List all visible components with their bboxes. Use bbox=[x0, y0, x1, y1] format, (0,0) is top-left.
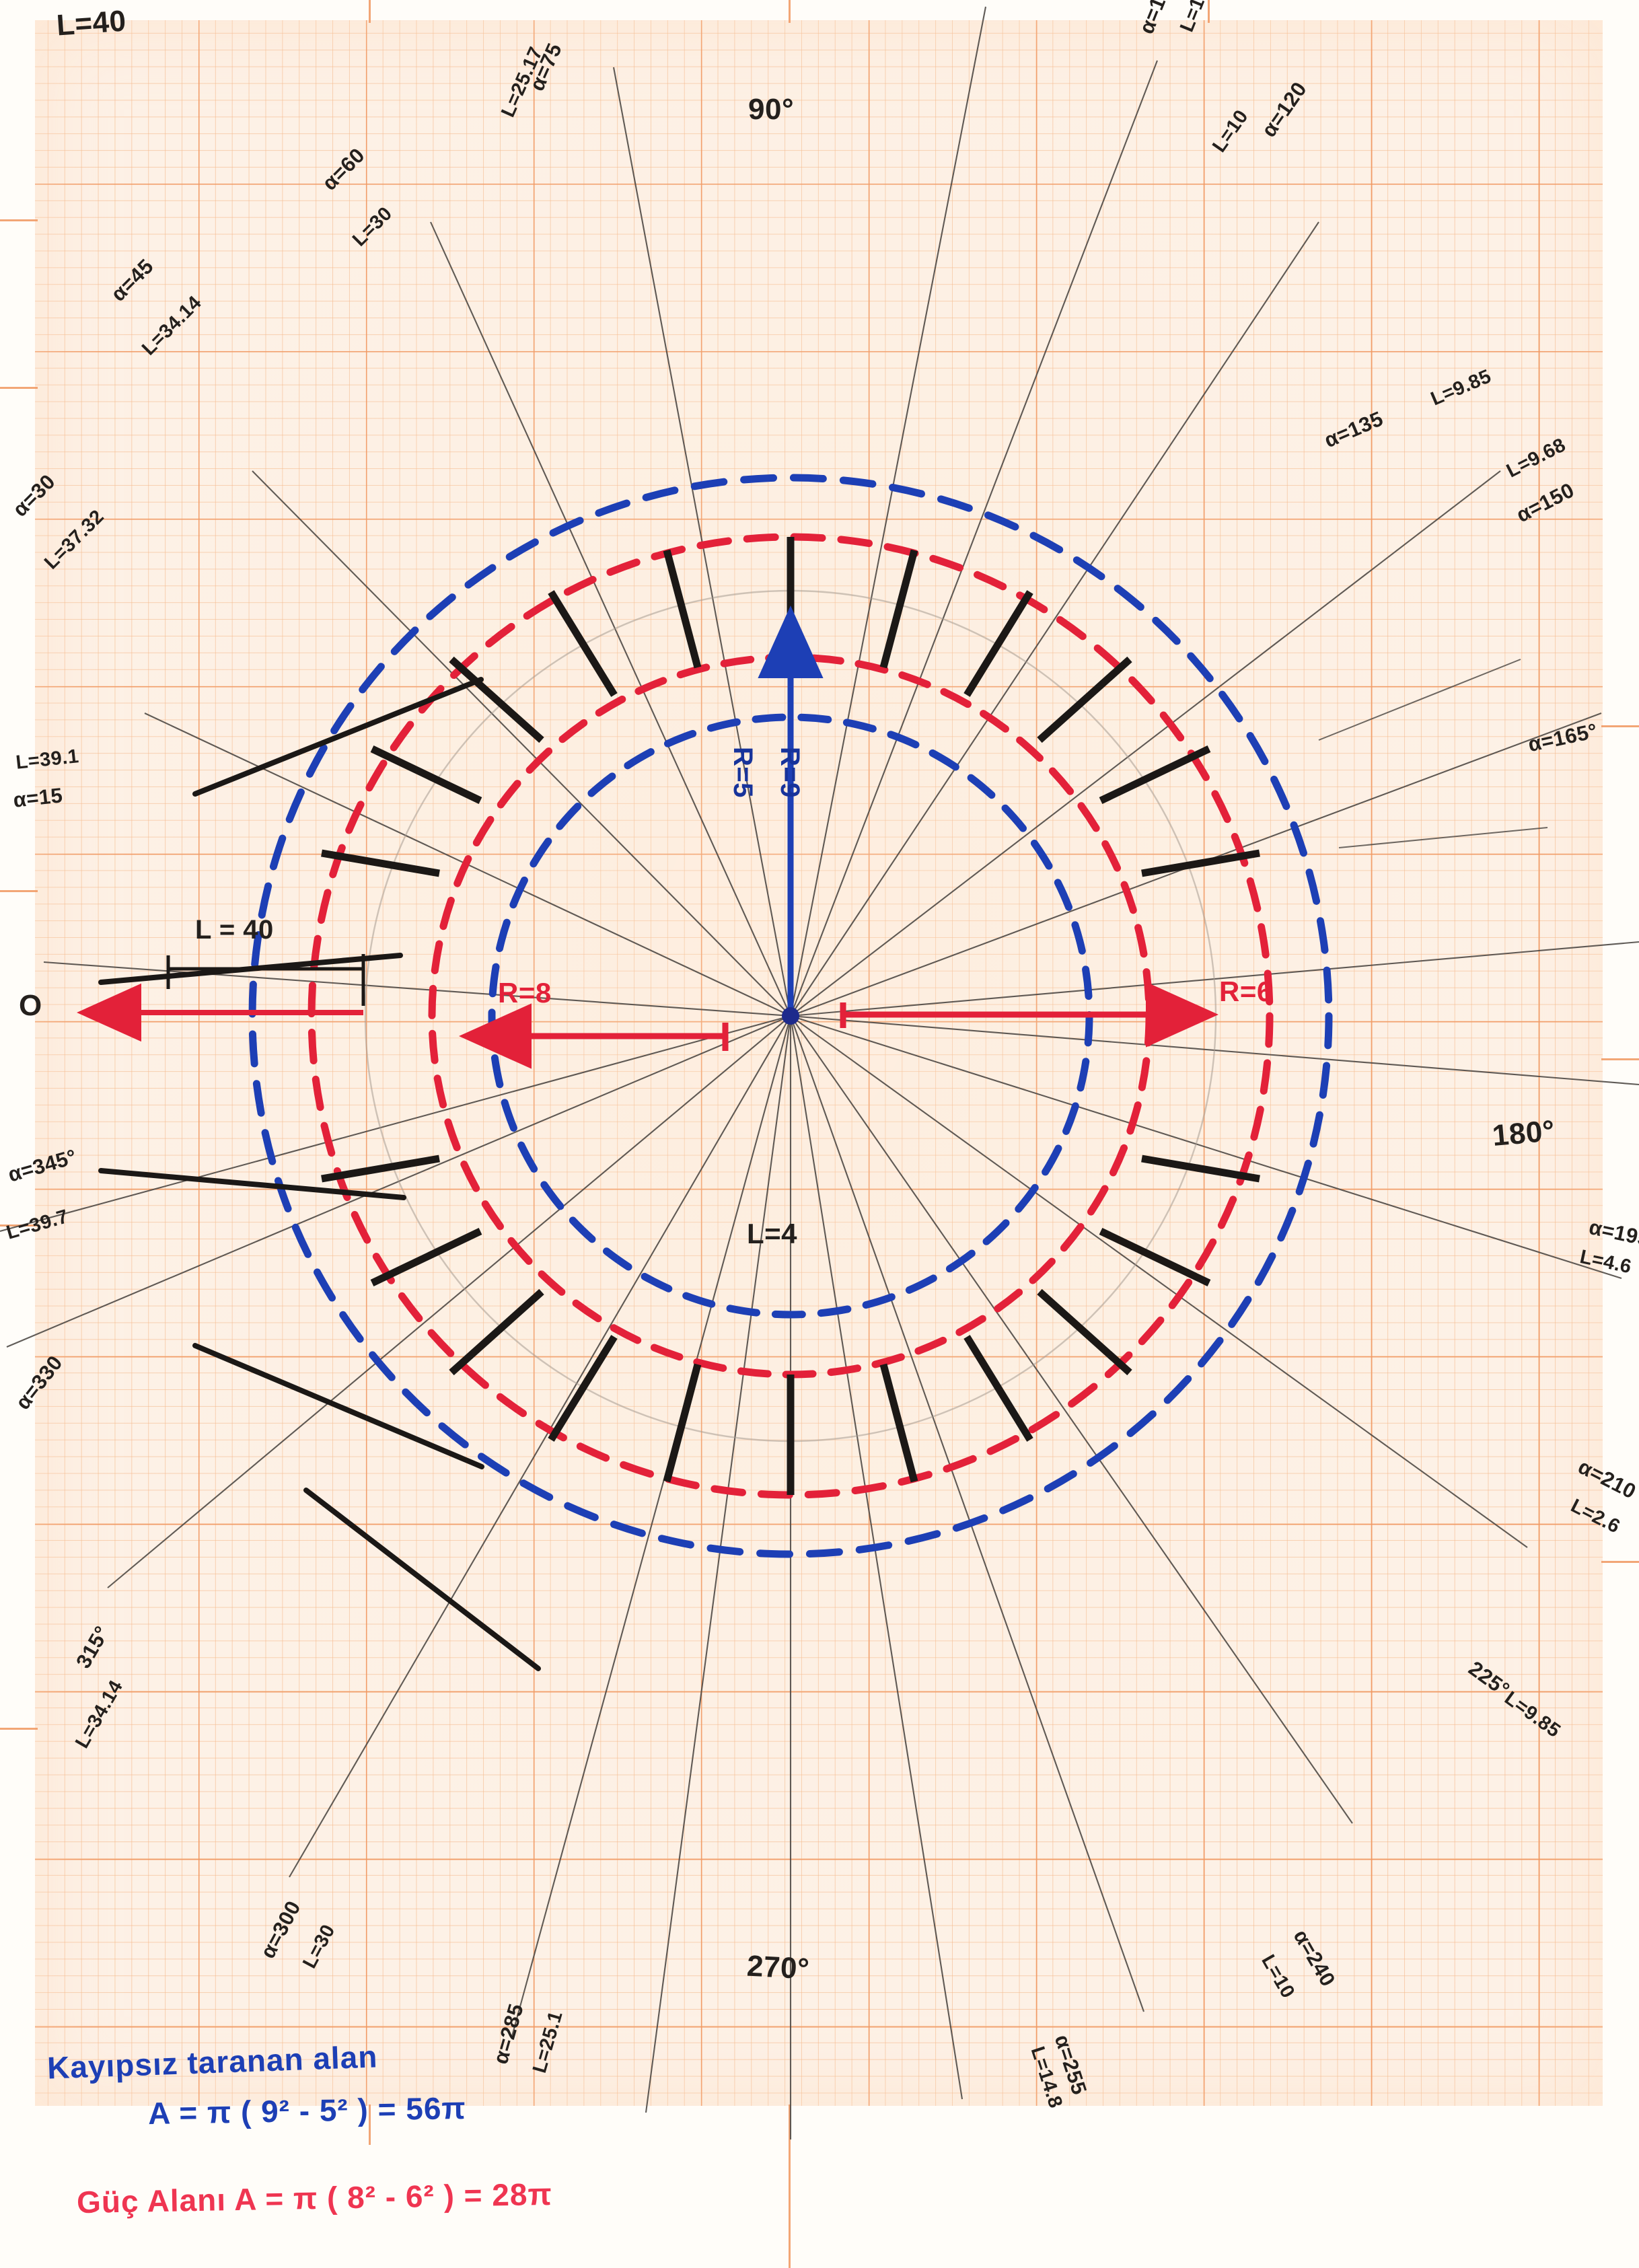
label-top-left-L40: L=40 bbox=[55, 4, 128, 42]
label-angle-90: 90° bbox=[748, 93, 795, 126]
bleed-rule-bottom-2 bbox=[789, 2105, 791, 2268]
label-span-L40: L = 40 bbox=[195, 915, 274, 945]
bleed-rule-top-3 bbox=[1208, 0, 1210, 23]
label-center-L4: L=4 bbox=[747, 1218, 798, 1249]
note-blue-formula: A = π ( 9² - 5² ) = 56π bbox=[147, 2090, 467, 2131]
bleed-rule-bottom-1 bbox=[369, 2105, 371, 2145]
outer-blue-dashed-circle bbox=[248, 474, 1333, 1558]
label-alpha-15: α=15 bbox=[12, 783, 64, 812]
label-angle-270: 270° bbox=[745, 1949, 811, 1986]
bleed-rule-right-1 bbox=[1601, 725, 1639, 727]
bleed-rule-top-2 bbox=[369, 0, 371, 23]
label-R5: R=5 bbox=[728, 747, 758, 798]
bleed-rule-left-1 bbox=[0, 219, 38, 221]
nozzle-ticks-lower bbox=[321, 1155, 1260, 1495]
bleed-rule-left-5 bbox=[0, 1728, 38, 1730]
bleed-rule-left-2 bbox=[0, 387, 38, 389]
nozzle-ticks-upper bbox=[321, 537, 1260, 877]
graph-paper-background bbox=[35, 20, 1603, 2106]
label-leader-lines bbox=[1318, 659, 1548, 848]
origin-dot bbox=[782, 1007, 799, 1025]
bleed-rule-right-2 bbox=[1601, 1058, 1639, 1060]
label-R6: R=6 bbox=[1219, 976, 1273, 1007]
radial-spokes bbox=[0, 6, 1639, 2139]
label-R8: R=8 bbox=[498, 977, 552, 1009]
label-angle-180: 180° bbox=[1490, 1114, 1556, 1153]
bleed-rule-top bbox=[789, 0, 791, 23]
bleed-rule-left-3 bbox=[0, 890, 38, 892]
bleed-rule-right-3 bbox=[1601, 1561, 1639, 1563]
label-R9: R=9 bbox=[775, 747, 805, 798]
label-origin-O: O bbox=[19, 989, 42, 1022]
